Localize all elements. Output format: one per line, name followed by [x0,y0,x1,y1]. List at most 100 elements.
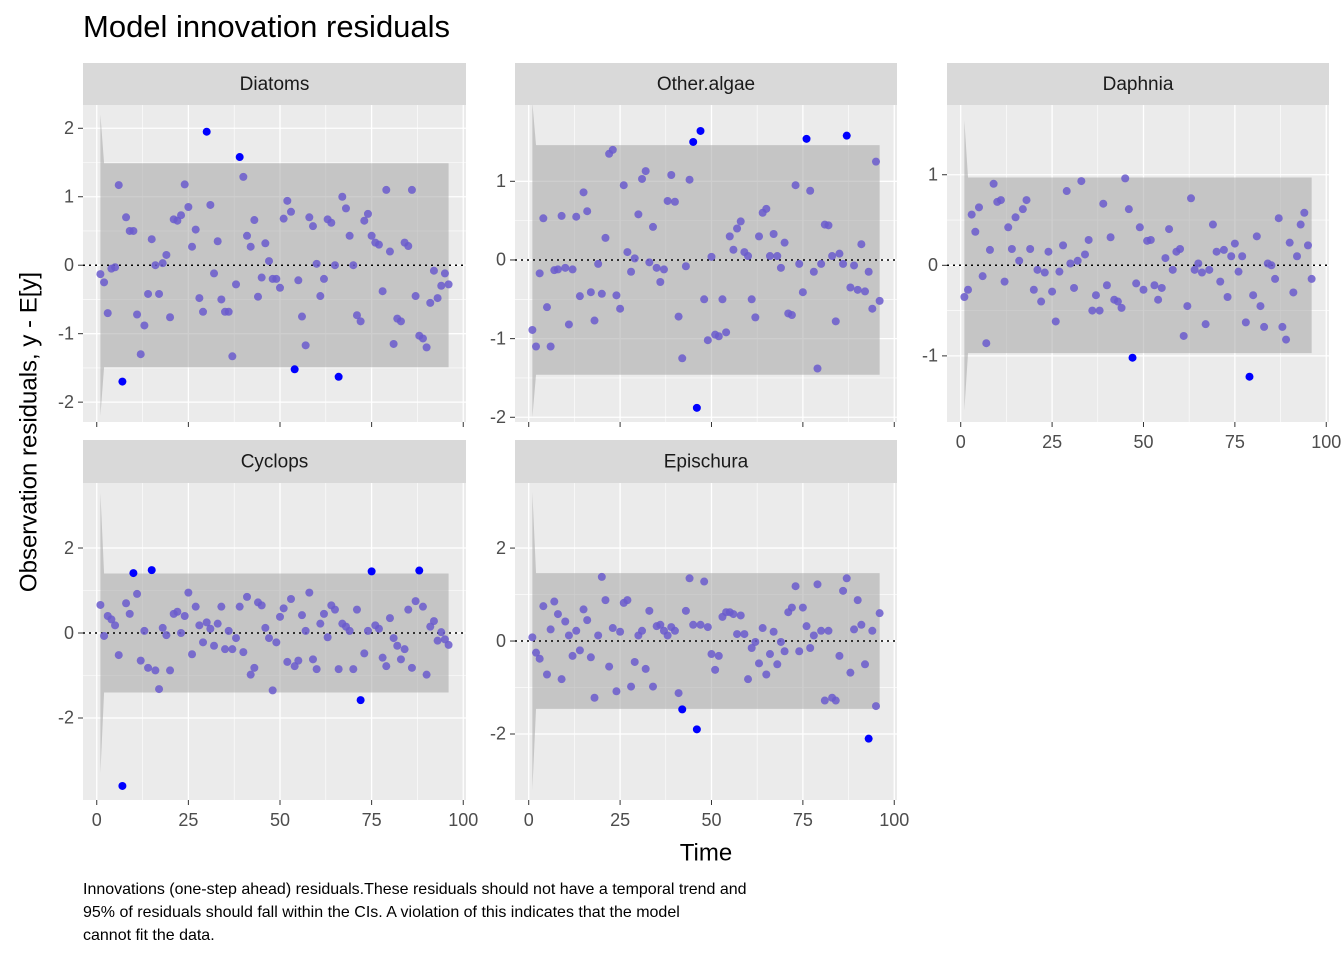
data-point [396,317,405,326]
data-point [572,626,581,635]
data-point [243,592,252,601]
data-point [319,274,328,283]
data-point [356,696,365,705]
data-point [809,631,818,640]
x-tick-label: 75 [362,810,382,830]
data-point [404,605,413,614]
data-point [1241,318,1250,327]
data-point [971,227,980,236]
data-point [290,365,299,374]
data-point [422,343,431,352]
data-point [125,609,134,618]
facet-strip [515,63,897,105]
data-point [1048,287,1057,296]
data-point [619,181,628,190]
facet-strip [83,63,466,105]
data-point [820,696,829,705]
data-point [722,328,731,337]
data-point [634,210,643,219]
data-point [210,269,219,278]
data-point [641,167,650,176]
data-point [853,596,862,605]
data-point [839,586,848,595]
data-point [239,648,248,657]
data-point [564,320,573,329]
data-point [279,604,288,613]
data-point [1018,205,1027,214]
data-point [367,231,376,240]
y-tick-label: 0 [496,250,506,270]
data-point [776,637,785,646]
data-point [1029,285,1038,294]
data-point [396,655,405,664]
data-point [440,269,449,278]
data-point [733,224,742,233]
data-point [261,239,270,248]
y-tick-label: 2 [496,538,506,558]
data-point [1146,235,1155,244]
data-point [674,689,683,698]
data-point [678,354,687,363]
data-point [740,630,749,639]
data-point [839,259,848,268]
data-point [286,595,295,604]
data-point [594,631,603,640]
data-point [1157,283,1166,292]
data-point [550,597,559,606]
data-point [809,267,818,276]
data-point [188,650,197,659]
data-point [1300,208,1309,217]
data-point [418,334,427,343]
data-point [345,626,354,635]
data-point [561,263,570,272]
data-point [352,605,361,614]
data-point [733,630,742,639]
data-point [1289,288,1298,297]
data-point [850,261,859,270]
x-tick-label: 100 [879,810,909,830]
data-point [308,222,317,231]
data-point [765,650,774,659]
data-point [1099,199,1108,208]
data-point [265,257,274,266]
data-point [528,325,537,334]
data-point [978,272,987,281]
data-point [133,310,142,319]
data-point [700,295,709,304]
data-point [140,626,149,635]
data-point [1033,265,1042,274]
data-point [1059,241,1068,250]
data-point [330,605,339,614]
data-point [1106,233,1115,242]
data-point [224,626,233,635]
data-point [674,312,683,321]
y-tick-label: 2 [64,118,74,138]
data-point [535,654,544,663]
data-point [202,618,211,627]
data-point [1066,259,1075,268]
data-point [191,602,200,611]
data-point [535,269,544,278]
data-point [791,181,800,190]
data-point [817,259,826,268]
data-point [656,620,665,629]
data-point [648,222,657,231]
data-point [1201,320,1210,329]
data-point [107,615,116,624]
data-point [426,298,435,307]
data-point [813,364,822,373]
data-point [180,180,189,189]
data-point [765,252,774,261]
data-point [1227,252,1236,261]
data-point [111,621,120,630]
data-point [232,634,241,643]
data-point [846,283,855,292]
y-tick-label: 0 [64,623,74,643]
data-point [630,657,639,666]
data-point [553,610,562,619]
data-point [1282,335,1291,344]
data-point [1303,241,1312,250]
data-point [985,245,994,254]
data-point [1080,250,1089,259]
data-point [96,270,105,279]
